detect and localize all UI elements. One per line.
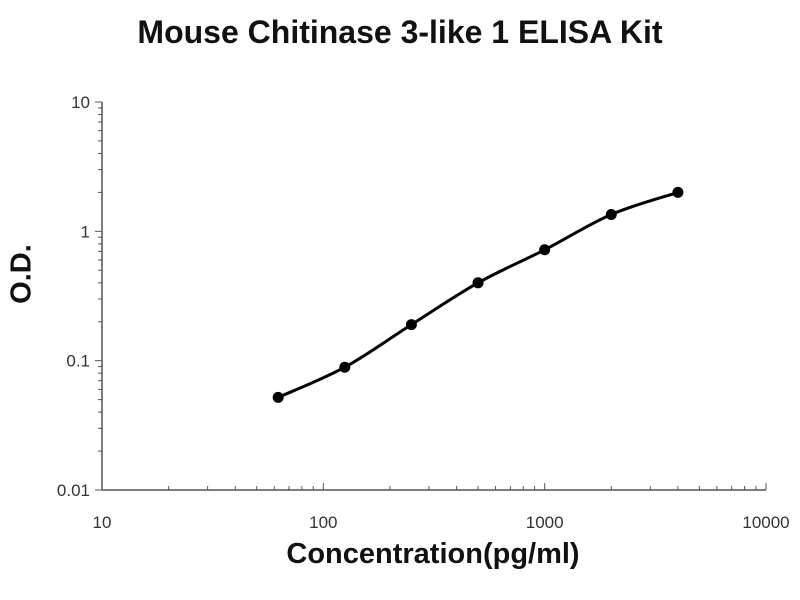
data-point: [672, 186, 684, 198]
data-point: [539, 244, 551, 256]
data-point: [405, 319, 417, 331]
x-tick-label: 10: [93, 513, 112, 532]
x-tick-label: 100: [309, 513, 337, 532]
x-axis-label: Concentration(pg/ml): [286, 538, 580, 570]
chart-title: Mouse Chitinase 3-like 1 ELISA Kit: [137, 14, 663, 50]
y-tick-label: 1: [81, 222, 90, 241]
y-tick-label: 0.1: [66, 352, 90, 371]
x-tick-label: 1000: [526, 513, 564, 532]
data-point: [472, 277, 484, 289]
data-point: [605, 208, 617, 220]
y-tick-label: 0.01: [57, 481, 90, 500]
axes: [101, 102, 766, 491]
tick-labels: 0.01 0.1 1 10 10 100 1000 10000: [57, 93, 790, 532]
fit-curve-layer: [276, 190, 680, 399]
y-axis-label: O.D.: [5, 244, 38, 304]
data-point: [339, 361, 351, 373]
fit-curve-line: [276, 190, 680, 399]
data-points: [272, 186, 684, 403]
axis-ticks: [95, 101, 767, 491]
y-tick-label: 10: [71, 93, 90, 112]
x-tick-label: 10000: [742, 513, 789, 532]
data-point: [272, 391, 284, 403]
